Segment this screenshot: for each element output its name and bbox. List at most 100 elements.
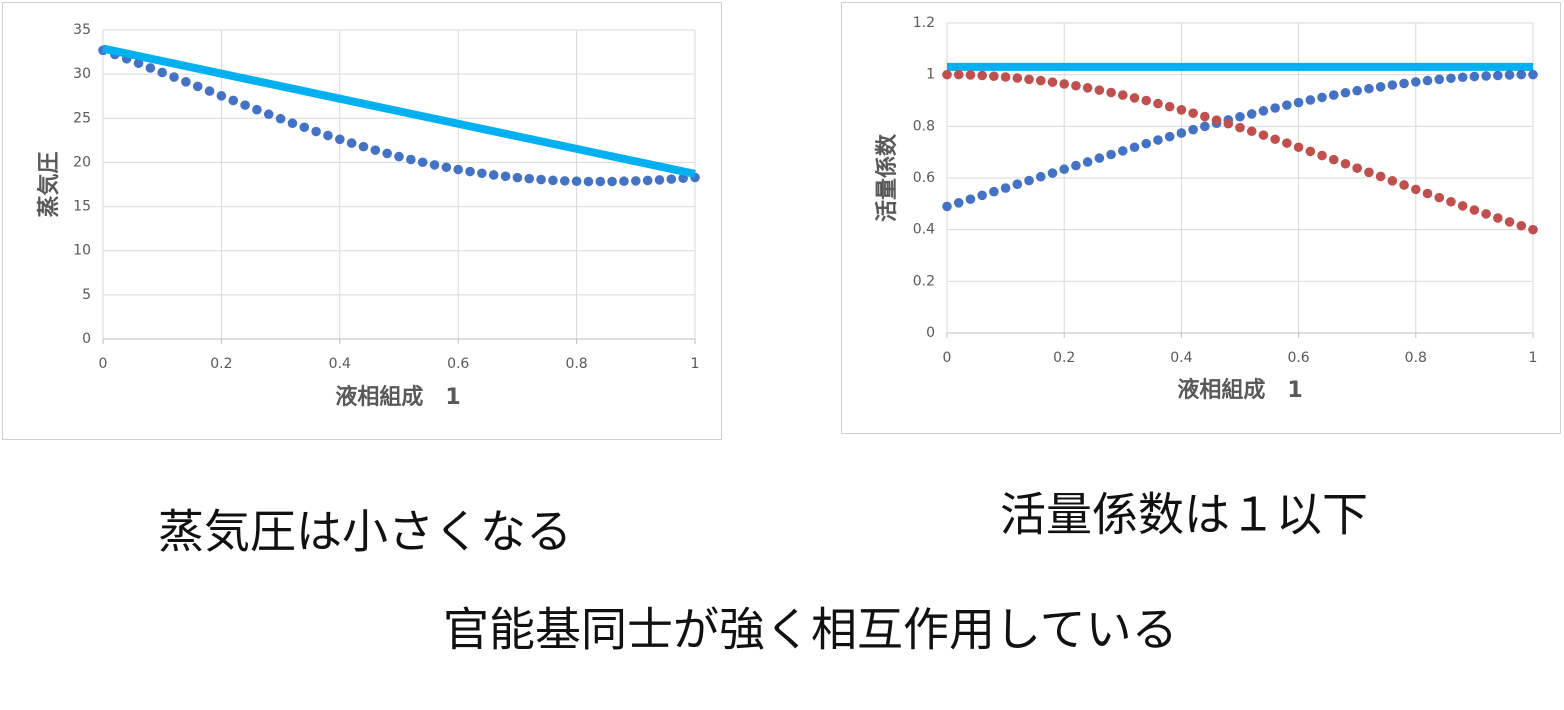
point xyxy=(477,168,487,179)
point xyxy=(1059,79,1069,89)
point xyxy=(1047,77,1058,87)
point xyxy=(1446,73,1456,84)
point xyxy=(1305,146,1316,157)
y-tick-label: 10 xyxy=(73,243,91,259)
x-tick-label: 0.2 xyxy=(210,356,232,372)
point xyxy=(1352,85,1362,96)
point xyxy=(1457,201,1468,211)
point xyxy=(1176,128,1187,138)
point xyxy=(1235,122,1245,133)
point xyxy=(1387,80,1398,90)
x-axis-title: 液相組成 1 xyxy=(1177,377,1302,403)
point xyxy=(500,171,511,182)
point xyxy=(1188,124,1198,135)
point xyxy=(1246,126,1257,137)
point xyxy=(1504,217,1515,227)
point xyxy=(1305,95,1316,105)
point xyxy=(1118,146,1128,156)
x-tick-label: 0.4 xyxy=(1170,350,1192,366)
point xyxy=(583,176,594,187)
caption: 官能基同士が強く相互作用している xyxy=(443,603,1178,657)
point xyxy=(1035,171,1046,182)
x-tick-label: 0 xyxy=(943,350,952,366)
point xyxy=(429,160,440,170)
point xyxy=(1258,106,1269,116)
point xyxy=(1071,160,1081,171)
point xyxy=(548,175,558,186)
point xyxy=(1375,171,1386,182)
point xyxy=(1375,82,1386,92)
point xyxy=(323,130,333,141)
point xyxy=(192,81,203,92)
point xyxy=(1164,131,1175,142)
y-tick-label: 1.2 xyxy=(913,15,935,31)
point xyxy=(536,174,546,185)
point xyxy=(1129,142,1140,153)
point xyxy=(1516,220,1527,231)
point xyxy=(1200,111,1210,122)
y-tick-label: 0.6 xyxy=(913,170,935,186)
point xyxy=(953,198,964,208)
point xyxy=(1293,142,1304,153)
point xyxy=(263,109,274,120)
point xyxy=(1188,108,1198,118)
point xyxy=(607,176,617,187)
y-tick-label: 0.4 xyxy=(913,222,935,238)
point xyxy=(642,175,653,186)
x-tick-label: 1 xyxy=(1529,350,1538,366)
point xyxy=(1422,188,1433,199)
point xyxy=(989,71,999,82)
point xyxy=(977,70,987,81)
point xyxy=(1270,134,1280,145)
point xyxy=(965,70,976,80)
point xyxy=(1024,175,1034,186)
point xyxy=(1528,69,1538,80)
y-tick-label: 0.8 xyxy=(913,118,935,134)
point xyxy=(441,162,452,173)
point xyxy=(1481,71,1491,81)
point xyxy=(1000,183,1011,193)
y-tick-label: 0.2 xyxy=(913,273,935,289)
point xyxy=(1012,73,1023,83)
point xyxy=(157,67,167,78)
point xyxy=(1200,121,1210,132)
x-tick-label: 0.4 xyxy=(329,356,351,372)
point xyxy=(1399,180,1409,190)
point xyxy=(1258,130,1269,140)
x-tick-label: 0.2 xyxy=(1053,350,1075,366)
y-tick-label: 15 xyxy=(73,199,91,215)
point xyxy=(1235,111,1245,122)
point xyxy=(942,69,952,80)
point xyxy=(358,141,369,152)
point xyxy=(406,154,416,165)
point xyxy=(1246,109,1257,119)
x-tick-label: 0.8 xyxy=(565,356,587,372)
point xyxy=(1000,72,1011,82)
point xyxy=(977,190,987,201)
point xyxy=(216,91,227,101)
chart-frame xyxy=(2,2,722,440)
point xyxy=(1035,75,1046,86)
point xyxy=(1328,154,1339,165)
point xyxy=(465,166,475,177)
point xyxy=(145,63,156,73)
caption: 活量係数は１以下 xyxy=(1000,488,1368,542)
point xyxy=(275,113,286,124)
point xyxy=(1106,149,1116,160)
point xyxy=(311,126,321,137)
point xyxy=(299,122,310,133)
point xyxy=(1504,70,1515,80)
x-axis-title: 液相組成 1 xyxy=(335,384,460,410)
point xyxy=(488,170,499,180)
point xyxy=(654,175,665,185)
point xyxy=(1340,87,1351,98)
point xyxy=(1317,150,1327,161)
point xyxy=(1223,118,1234,129)
point xyxy=(335,134,345,145)
point xyxy=(252,104,262,115)
point xyxy=(1059,164,1069,175)
point xyxy=(1012,179,1023,189)
y-axis-title: 活量係数 xyxy=(874,133,900,222)
x-tick-label: 0.6 xyxy=(447,356,469,372)
